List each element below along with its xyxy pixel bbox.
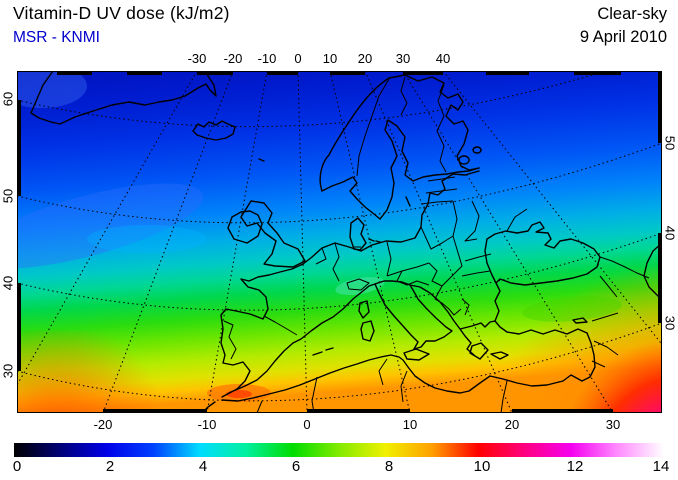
anatolia-green-patch: [522, 296, 622, 322]
top-axis-tick: 10: [322, 51, 338, 66]
country-borders: [223, 76, 650, 413]
right-axis-tick: 30: [662, 315, 678, 331]
bottom-axis-tick: -10: [197, 417, 217, 432]
bottom-axis-tick: 30: [605, 417, 621, 432]
south-spain-red-core: [226, 390, 252, 398]
top-axis-tick: -20: [223, 51, 243, 66]
left-axis-tick: 60: [0, 91, 16, 107]
top-axis-tick: 40: [435, 51, 451, 66]
colorbar-tick: 8: [384, 458, 394, 475]
colorbar-tick: 10: [473, 458, 491, 475]
greenland-light-patch: [17, 71, 87, 108]
date-label: 9 April 2010: [579, 28, 667, 46]
header-right: Clear-sky 9 April 2010: [580, 3, 667, 49]
bottom-axis-tick: 20: [504, 417, 520, 432]
atlantic-light-band: [17, 183, 204, 269]
bottom-axis-tick: 0: [303, 417, 311, 432]
colorbar-tick: 0: [12, 458, 22, 475]
alps-cool-patch: [335, 277, 385, 295]
colorbar-tick: 6: [291, 458, 301, 475]
uv-dose-map: [17, 71, 662, 413]
colorbar-tick: 12: [566, 458, 584, 475]
right-axis-tick: 50: [662, 135, 678, 151]
top-axis-tick: 0: [294, 51, 302, 66]
colorbar-gradient: [14, 443, 664, 457]
colorbar-tick: 14: [652, 458, 670, 475]
colorbar-tick: 4: [198, 458, 208, 475]
top-axis-tick: -30: [187, 51, 207, 66]
dataset-subtitle: MSR - KNMI: [13, 29, 100, 46]
bottom-axis-tick: 10: [402, 417, 418, 432]
top-axis-tick: 20: [357, 51, 373, 66]
colorbar-tick: 2: [105, 458, 115, 475]
atlantic-cyan-band: [87, 225, 207, 253]
left-axis-tick: 30: [0, 363, 16, 379]
left-axis-tick: 50: [0, 188, 16, 204]
map-panel: [17, 71, 662, 413]
map-frame: [17, 71, 662, 413]
sky-condition-label: Clear-sky: [597, 5, 667, 23]
page-title: Vitamin-D UV dose (kJ/m2): [13, 3, 230, 23]
right-axis-tick: 40: [662, 225, 678, 241]
top-axis-tick: 30: [395, 51, 411, 66]
left-axis-tick: 40: [0, 275, 16, 291]
dose-field-sw-max: [17, 331, 177, 413]
bottom-axis-tick: -20: [93, 417, 113, 432]
top-axis-tick: -10: [257, 51, 277, 66]
